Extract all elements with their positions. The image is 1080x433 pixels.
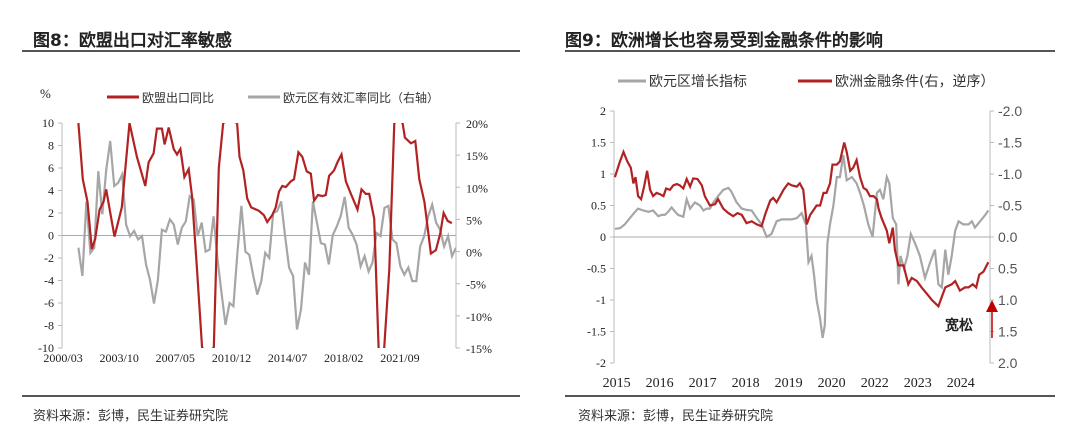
x-tick-label: 2003/10 — [100, 351, 139, 365]
y-tick-label: -10 — [38, 341, 54, 355]
x-tick-label: 2007/05 — [156, 351, 195, 365]
series-line-1 — [77, 140, 456, 330]
x-tick-label: 2017 — [689, 376, 717, 391]
y2-tick-label: 1.5 — [998, 324, 1018, 340]
fig9-bottom-rule — [565, 395, 1055, 397]
legend-label: 欧元区有效汇率同比（右轴） — [283, 90, 439, 105]
x-tick-label: 2018/02 — [324, 351, 363, 365]
y-tick-label: -0.5 — [587, 262, 606, 276]
y2-tick-label: 5% — [466, 213, 482, 227]
y-tick-label: 2 — [600, 104, 606, 118]
x-tick-label: 2021/09 — [380, 351, 419, 365]
y-tick-label: 1.5 — [591, 136, 606, 150]
y2-tick-label: 10% — [466, 181, 488, 195]
y2-tick-label: 2.0 — [998, 355, 1018, 371]
x-tick-label: 2016 — [646, 376, 674, 391]
easing-annotation: 宽松 — [945, 317, 973, 334]
series-line-1 — [614, 142, 990, 309]
series-line-0 — [614, 154, 990, 338]
x-tick-label: 2019 — [775, 376, 803, 391]
x-tick-label: 2018 — [732, 376, 760, 391]
y-tick-label: -2 — [44, 251, 54, 265]
x-tick-label: 2020 — [818, 376, 846, 391]
y2-tick-label: 0.5 — [998, 261, 1018, 277]
legend-label: 欧洲金融条件(右，逆序） — [835, 73, 994, 90]
y-tick-label: -4 — [44, 274, 54, 288]
y-tick-label: 0 — [600, 230, 606, 244]
y2-tick-label: -2.0 — [998, 103, 1022, 119]
y2-tick-label: -1.0 — [998, 166, 1022, 182]
x-tick-label: 2023 — [904, 376, 932, 391]
y-tick-label: 0 — [48, 229, 54, 243]
up-arrow-icon — [986, 300, 998, 338]
y-tick-label: 0.5 — [591, 199, 606, 213]
y2-tick-label: 15% — [466, 149, 488, 163]
y-tick-label: 10 — [42, 116, 54, 130]
fig8-title: 图8：欧盟出口对汇率敏感 — [33, 31, 232, 51]
y-tick-label: -2 — [596, 356, 606, 370]
x-tick-label: 2010/12 — [212, 351, 251, 365]
x-tick-label: 2014/07 — [268, 351, 307, 365]
y-tick-label: -6 — [44, 296, 54, 310]
fig8-title-rule — [22, 50, 520, 52]
fig8-source: 资料来源：彭博，民生证券研究院 — [33, 409, 229, 424]
y2-tick-label: 0.0 — [998, 229, 1018, 245]
y2-tick-label: 20% — [466, 117, 488, 131]
legend-label: 欧元区增长指标 — [649, 74, 747, 90]
fig9-title: 图9：欧洲增长也容易受到金融条件的影响 — [565, 31, 883, 51]
y2-tick-label: -5% — [466, 278, 486, 292]
legend-label: 欧盟出口同比 — [142, 91, 214, 105]
fig8-bottom-rule — [22, 395, 520, 397]
y-tick-label: 8 — [48, 139, 54, 153]
y-tick-label: -8 — [44, 319, 54, 333]
x-tick-label: 2015 — [603, 376, 631, 391]
series-line-0 — [77, 123, 453, 348]
y2-tick-label: -1.5 — [998, 135, 1022, 151]
y2-tick-label: 1.0 — [998, 292, 1018, 308]
y-tick-label: 6 — [48, 161, 54, 175]
y-tick-label: -1 — [596, 293, 606, 307]
y-tick-label: -1.5 — [587, 325, 606, 339]
y2-tick-label: -15% — [466, 342, 492, 356]
y-tick-label: 1 — [600, 167, 606, 181]
x-tick-label: 2000/03 — [43, 351, 82, 365]
y2-tick-label: -0.5 — [998, 198, 1022, 214]
x-tick-label: 2022 — [861, 376, 889, 391]
y2-tick-label: 0% — [466, 246, 482, 260]
y-tick-label: 2 — [48, 206, 54, 220]
x-tick-label: 2024 — [947, 376, 975, 391]
fig8-ylabel: % — [40, 86, 51, 101]
y2-tick-label: -10% — [466, 310, 492, 324]
y-tick-label: 4 — [48, 184, 54, 198]
fig9-title-rule — [565, 50, 1055, 52]
fig9-source: 资料来源：彭博，民生证券研究院 — [578, 409, 774, 424]
